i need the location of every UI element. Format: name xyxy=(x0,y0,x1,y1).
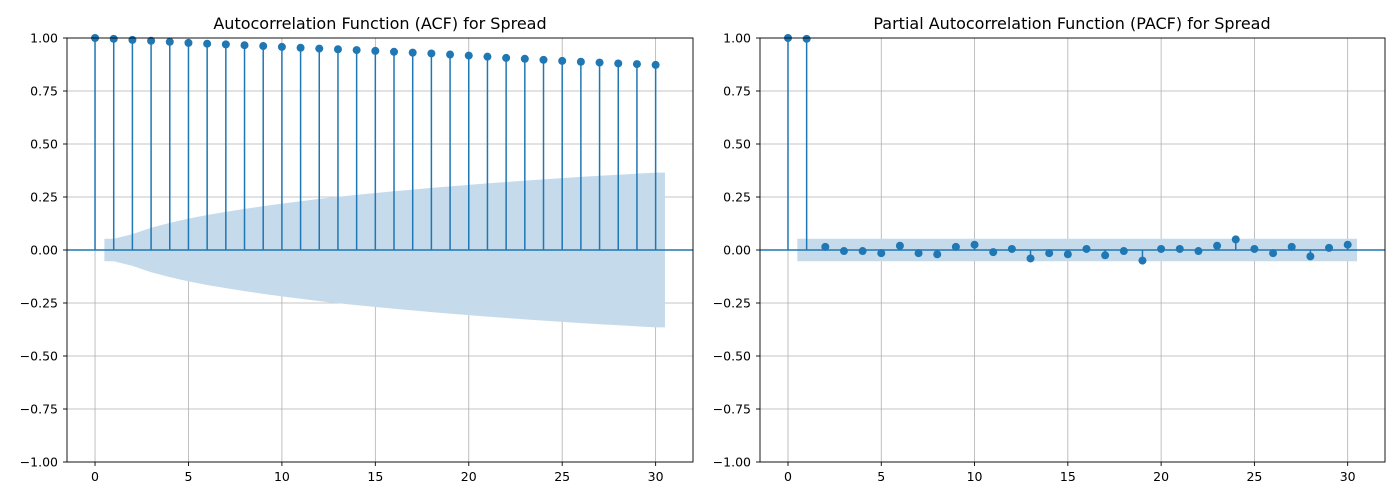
acf-point-30 xyxy=(651,60,660,69)
pacf-point-20 xyxy=(1157,244,1166,253)
pacf-point-5 xyxy=(877,249,886,258)
acf-point-8 xyxy=(240,41,249,50)
acf-xtick-label-0: 0 xyxy=(91,469,99,484)
acf-point-20 xyxy=(464,51,473,60)
acf-ytick-label-4: 0.00 xyxy=(30,243,58,258)
acf-point-28 xyxy=(614,59,623,68)
acf-point-13 xyxy=(333,45,342,54)
pacf-ytick-label-4: 0.00 xyxy=(723,243,751,258)
acf-point-17 xyxy=(408,48,417,57)
pacf-ytick-label-8: 1.00 xyxy=(723,31,751,46)
pacf-ytick-label-3: −0.25 xyxy=(713,296,751,311)
acf-xtick-label-4: 20 xyxy=(461,469,477,484)
pacf-point-9 xyxy=(951,242,960,251)
pacf-point-15 xyxy=(1063,250,1072,259)
acf-point-6 xyxy=(203,39,212,48)
pacf-xtick-label-1: 5 xyxy=(877,469,885,484)
pacf-ytick-label-2: −0.50 xyxy=(713,349,751,364)
pacf-xtick-label-2: 10 xyxy=(967,469,983,484)
acf-chart: Autocorrelation Function (ACF) for Sprea… xyxy=(20,14,694,484)
acf-ytick-label-7: 0.75 xyxy=(30,84,58,99)
pacf-point-28 xyxy=(1306,252,1315,261)
pacf-xtick-label-4: 20 xyxy=(1153,469,1169,484)
acf-ytick-label-2: −0.50 xyxy=(20,349,58,364)
acf-xtick-label-1: 5 xyxy=(184,469,192,484)
acf-xtick-label-5: 25 xyxy=(554,469,570,484)
pacf-xtick-label-6: 30 xyxy=(1340,469,1356,484)
pacf-point-26 xyxy=(1269,249,1278,258)
pacf-point-23 xyxy=(1213,241,1222,250)
acf-point-26 xyxy=(576,57,585,66)
acf-point-9 xyxy=(259,42,268,51)
pacf-point-8 xyxy=(933,250,942,259)
pacf-point-19 xyxy=(1138,256,1147,265)
pacf-point-12 xyxy=(1007,244,1016,253)
acf-chart-title: Autocorrelation Function (ACF) for Sprea… xyxy=(213,14,546,33)
pacf-point-2 xyxy=(821,242,830,251)
acf-point-18 xyxy=(427,49,436,58)
acf-point-25 xyxy=(558,56,567,65)
acf-ytick-label-6: 0.50 xyxy=(30,137,58,152)
acf-point-15 xyxy=(371,46,380,55)
pacf-ytick-label-7: 0.75 xyxy=(723,84,751,99)
acf-point-4 xyxy=(165,37,174,46)
pacf-point-6 xyxy=(895,241,904,250)
pacf-chart: Partial Autocorrelation Function (PACF) … xyxy=(713,14,1386,484)
pacf-xtick-label-3: 15 xyxy=(1060,469,1076,484)
pacf-point-7 xyxy=(914,249,923,258)
acf-point-3 xyxy=(147,36,156,45)
pacf-ytick-label-5: 0.25 xyxy=(723,190,751,205)
acf-point-14 xyxy=(352,46,361,55)
pacf-point-18 xyxy=(1119,247,1128,256)
acf-point-27 xyxy=(595,58,604,67)
pacf-point-10 xyxy=(970,240,979,249)
acf-ytick-label-0: −1.00 xyxy=(20,455,58,470)
acf-ytick-label-8: 1.00 xyxy=(30,31,58,46)
acf-point-10 xyxy=(277,42,286,51)
pacf-point-24 xyxy=(1231,235,1240,244)
pacf-point-13 xyxy=(1026,254,1035,263)
acf-point-22 xyxy=(502,53,511,62)
acf-xtick-label-2: 10 xyxy=(274,469,290,484)
acf-point-24 xyxy=(539,55,548,64)
pacf-point-16 xyxy=(1082,244,1091,253)
acf-ytick-label-1: −0.75 xyxy=(20,402,58,417)
pacf-point-30 xyxy=(1343,240,1352,249)
pacf-xtick-label-5: 25 xyxy=(1246,469,1262,484)
pacf-point-1 xyxy=(802,34,811,43)
pacf-point-21 xyxy=(1175,244,1184,253)
pacf-point-27 xyxy=(1287,242,1296,251)
pacf-point-4 xyxy=(858,247,867,256)
acf-ytick-label-3: −0.25 xyxy=(20,296,58,311)
pacf-point-3 xyxy=(839,247,848,256)
acf-point-7 xyxy=(221,40,230,49)
acf-point-12 xyxy=(315,44,324,53)
acf-point-11 xyxy=(296,43,305,52)
acf-ytick-label-5: 0.25 xyxy=(30,190,58,205)
acf-xtick-label-3: 15 xyxy=(367,469,383,484)
acf-point-5 xyxy=(184,38,193,47)
acf-xtick-label-6: 30 xyxy=(648,469,664,484)
acf-point-29 xyxy=(632,60,641,69)
pacf-point-25 xyxy=(1250,244,1259,253)
acf-point-1 xyxy=(109,34,118,43)
acf-point-16 xyxy=(390,47,399,56)
pacf-ytick-label-6: 0.50 xyxy=(723,137,751,152)
pacf-point-14 xyxy=(1045,249,1054,258)
acf-point-21 xyxy=(483,52,492,61)
pacf-point-22 xyxy=(1194,247,1203,256)
pacf-ytick-label-0: −1.00 xyxy=(713,455,751,470)
pacf-point-17 xyxy=(1101,251,1110,260)
pacf-chart-title: Partial Autocorrelation Function (PACF) … xyxy=(873,14,1270,33)
acf-point-23 xyxy=(520,54,529,63)
acf-point-19 xyxy=(446,50,455,59)
acf-point-2 xyxy=(128,35,137,44)
pacf-xtick-label-0: 0 xyxy=(784,469,792,484)
pacf-ytick-label-1: −0.75 xyxy=(713,402,751,417)
